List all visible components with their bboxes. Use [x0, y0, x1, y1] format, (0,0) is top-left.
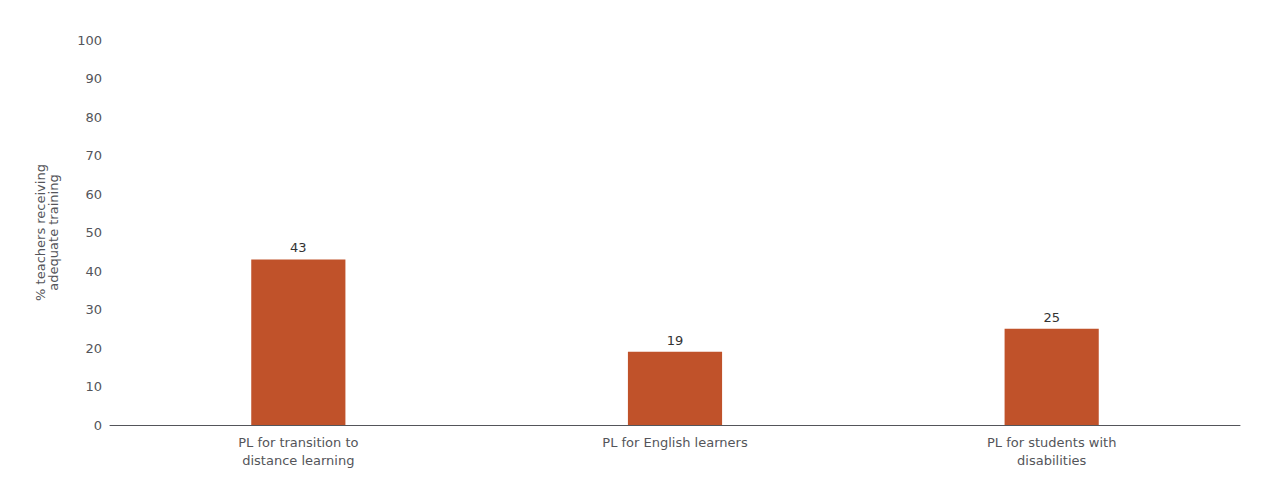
- svg-text:PL for English learners: PL for English learners: [602, 435, 748, 450]
- svg-text:90: 90: [85, 71, 102, 86]
- svg-text:43: 43: [290, 240, 307, 255]
- svg-text:10: 10: [85, 379, 102, 394]
- svg-text:% teachers receiving: % teachers receiving: [33, 164, 48, 301]
- svg-text:100: 100: [77, 33, 102, 48]
- svg-text:PL for students with: PL for students with: [987, 435, 1116, 450]
- svg-text:PL for transition to: PL for transition to: [238, 435, 358, 450]
- svg-text:60: 60: [85, 187, 102, 202]
- svg-text:20: 20: [85, 341, 102, 356]
- svg-text:80: 80: [85, 110, 102, 125]
- svg-text:50: 50: [85, 225, 102, 240]
- svg-text:0: 0: [94, 418, 102, 433]
- svg-text:40: 40: [85, 264, 102, 279]
- svg-text:70: 70: [85, 148, 102, 163]
- svg-text:adequate training: adequate training: [46, 174, 61, 290]
- svg-text:19: 19: [667, 333, 684, 348]
- svg-text:disabilities: disabilities: [1017, 453, 1086, 468]
- svg-text:30: 30: [85, 302, 102, 317]
- svg-text:25: 25: [1043, 310, 1060, 325]
- svg-text:distance learning: distance learning: [242, 453, 354, 468]
